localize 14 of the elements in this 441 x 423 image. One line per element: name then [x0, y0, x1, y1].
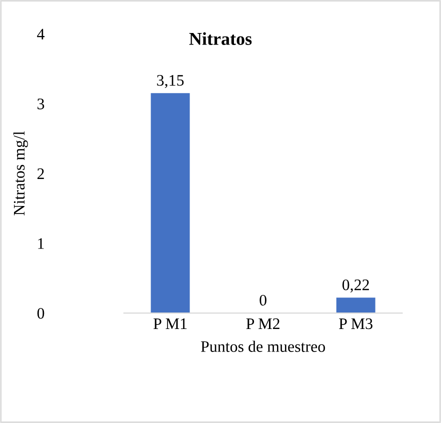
y-tick-label: 1 — [38, 238, 44, 249]
data-label: 3,15 — [157, 75, 184, 88]
x-tick-label: P M2 — [246, 318, 280, 329]
y-tick-label: 3 — [38, 98, 44, 110]
y-tick-label: 2 — [37, 168, 44, 179]
x-axis-title: Puntos de muestreo — [200, 340, 325, 352]
y-tick-label: 0 — [37, 308, 44, 319]
y-axis-title: Nitratos mg/l — [13, 131, 28, 216]
x-tick-label: P M1 — [154, 318, 187, 329]
data-label: 0 — [260, 294, 266, 306]
chart-title: Nitratos — [189, 32, 252, 45]
x-tick-label: P M3 — [339, 318, 372, 330]
y-tick-label: 4 — [37, 28, 45, 40]
data-label: 0,22 — [342, 279, 369, 293]
